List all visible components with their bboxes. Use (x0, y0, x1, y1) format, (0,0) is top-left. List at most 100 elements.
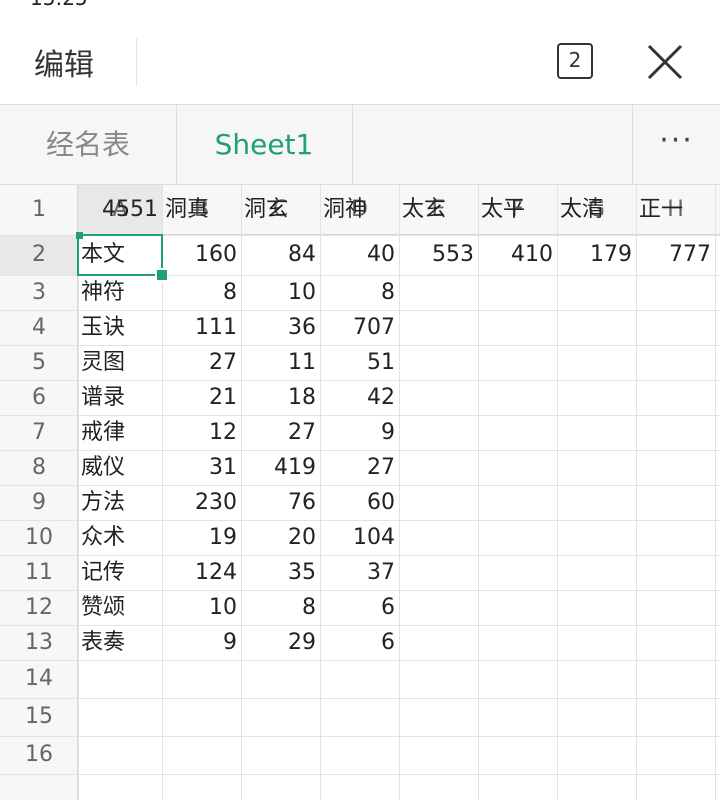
row-header: 15 (25, 704, 53, 729)
column-header: C (272, 197, 289, 222)
cell[interactable]: 8 (223, 280, 237, 305)
grid-line (0, 774, 720, 775)
cell[interactable]: 太清 (560, 197, 605, 222)
row-header: 1 (32, 197, 46, 222)
sheet-tab[interactable]: Sheet1 (214, 128, 314, 161)
column-header: D (351, 197, 368, 222)
cell[interactable]: 84 (288, 242, 316, 267)
cell[interactable]: 179 (590, 242, 632, 267)
cell[interactable]: 8 (302, 595, 316, 620)
cell[interactable]: 8 (381, 280, 395, 305)
cell[interactable]: 18 (288, 385, 316, 410)
selection-handle (76, 232, 83, 239)
edit-title[interactable]: 编辑 (34, 48, 94, 83)
grid-line (0, 275, 720, 276)
column-header: A (112, 197, 128, 222)
cell[interactable]: 玉诀 (81, 315, 126, 340)
cell[interactable]: 40 (367, 242, 395, 267)
cell[interactable]: 洞真 (165, 197, 210, 222)
cell[interactable]: 51 (367, 350, 395, 375)
cell[interactable]: 方法 (81, 490, 126, 515)
cell[interactable]: 777 (669, 242, 711, 267)
cell[interactable]: 众术 (81, 525, 126, 550)
cell[interactable]: 410 (511, 242, 553, 267)
more-button[interactable]: ··· (659, 123, 694, 158)
row-header: 9 (32, 490, 46, 515)
cell[interactable]: 27 (288, 420, 316, 445)
cell[interactable]: 戒律 (81, 420, 126, 445)
cell[interactable]: 36 (288, 315, 316, 340)
tab-count[interactable]: 2 (557, 43, 593, 79)
column-header: H (667, 197, 684, 222)
cell[interactable]: 42 (367, 385, 395, 410)
cell[interactable]: 230 (195, 490, 237, 515)
cell[interactable]: 洞神 (323, 197, 368, 222)
cell[interactable]: 27 (209, 350, 237, 375)
column-header: F (511, 197, 524, 222)
row-header: 11 (25, 560, 53, 585)
cell[interactable]: 6 (381, 630, 395, 655)
grid-line (0, 555, 720, 556)
grid-line (0, 345, 720, 346)
row-header: 7 (32, 420, 46, 445)
column-header: E (431, 197, 446, 222)
row-header: 10 (25, 525, 53, 550)
cell[interactable]: 37 (367, 560, 395, 585)
cell[interactable]: 111 (195, 315, 237, 340)
cell[interactable]: 76 (288, 490, 316, 515)
grid-line (0, 660, 720, 661)
grid-line (0, 450, 720, 451)
cell[interactable]: 洞玄 (244, 197, 289, 222)
cell[interactable]: 10 (288, 280, 316, 305)
grid-line (0, 380, 720, 381)
grid-line (78, 185, 79, 800)
cell[interactable]: 12 (209, 420, 237, 445)
cell[interactable]: 124 (195, 560, 237, 585)
row-header-bg (0, 185, 78, 800)
cell[interactable]: 10 (209, 595, 237, 620)
cell[interactable]: 9 (223, 630, 237, 655)
cell[interactable]: 表奏 (81, 630, 126, 655)
grid-line (557, 185, 558, 800)
cell[interactable]: 60 (367, 490, 395, 515)
cell[interactable]: 11 (288, 350, 316, 375)
cell[interactable]: 神符 (81, 280, 126, 305)
cell[interactable]: 4551 (102, 197, 158, 222)
cell[interactable]: 707 (353, 315, 395, 340)
close-button[interactable] (646, 43, 684, 81)
cell[interactable]: 正一 (639, 197, 684, 222)
cell[interactable]: 太平 (481, 197, 526, 222)
cell[interactable]: 31 (209, 455, 237, 480)
row-header: 6 (32, 385, 46, 410)
cell[interactable]: 赞颂 (81, 595, 126, 620)
cell[interactable]: 本文 (81, 242, 126, 267)
cell[interactable]: 104 (353, 525, 395, 550)
sheet-tab[interactable]: 经名表 (45, 128, 130, 161)
tab-bar: ··· 经名表 Sheet1 (0, 105, 720, 185)
cell[interactable]: 太玄 (402, 197, 447, 222)
cell[interactable]: 160 (195, 242, 237, 267)
row-header: 13 (25, 630, 53, 655)
cell[interactable]: 灵图 (81, 350, 126, 375)
cell[interactable]: 27 (367, 455, 395, 480)
grid-line (399, 185, 400, 800)
row-header: 8 (32, 455, 46, 480)
cell[interactable]: 35 (288, 560, 316, 585)
cell[interactable]: 6 (381, 595, 395, 620)
row-header: 2 (32, 242, 46, 267)
cell[interactable]: 29 (288, 630, 316, 655)
cell[interactable]: 553 (432, 242, 474, 267)
grid-line (478, 185, 479, 800)
cell[interactable]: 21 (209, 385, 237, 410)
cell[interactable]: 记传 (81, 560, 126, 585)
grid-line (0, 415, 720, 416)
cell[interactable]: 419 (274, 455, 316, 480)
cell[interactable]: 谱录 (81, 385, 126, 410)
cell[interactable]: 9 (381, 420, 395, 445)
separator (352, 105, 353, 185)
cell[interactable]: 威仪 (81, 455, 126, 480)
cell[interactable]: 19 (209, 525, 237, 550)
cell[interactable]: 20 (288, 525, 316, 550)
column-header: B (193, 197, 210, 222)
